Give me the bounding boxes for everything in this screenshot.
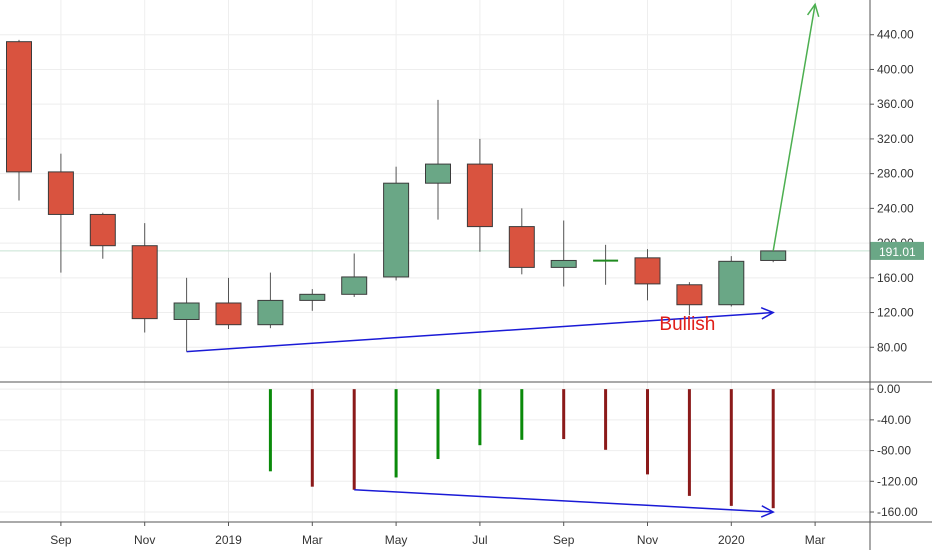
price-pane: Bullish bbox=[6, 2, 820, 353]
y-tick-label: 440.00 bbox=[877, 28, 914, 42]
osc-bar bbox=[646, 389, 649, 475]
candle bbox=[383, 166, 410, 281]
osc-bar bbox=[352, 389, 356, 490]
osc-y-tick-label: 0.00 bbox=[877, 382, 901, 396]
candle-body bbox=[425, 163, 451, 184]
osc-bar bbox=[604, 389, 608, 450]
candle bbox=[425, 99, 451, 220]
trendline bbox=[354, 488, 774, 513]
candle bbox=[6, 39, 32, 201]
candle-body bbox=[341, 276, 368, 295]
osc-bar bbox=[268, 389, 272, 472]
candle-body bbox=[466, 163, 493, 228]
candle-body bbox=[550, 259, 577, 268]
y-tick-label: 160.00 bbox=[877, 271, 914, 285]
candle bbox=[718, 256, 745, 307]
x-tick-label: Mar bbox=[302, 533, 323, 547]
candle bbox=[299, 289, 326, 311]
candle bbox=[47, 153, 74, 273]
last-price-label: 191.01 bbox=[879, 245, 916, 259]
candle bbox=[508, 208, 535, 275]
oscillator-pane bbox=[268, 389, 775, 518]
x-tick-label: Jul bbox=[472, 533, 487, 547]
candle-body bbox=[634, 257, 661, 285]
y-tick-label: 360.00 bbox=[877, 97, 914, 111]
x-axis: Sep Nov 2019 Mar May Jul Sep Nov 2020 Mar bbox=[50, 522, 825, 547]
candle-body bbox=[89, 213, 116, 247]
y-tick-label: 120.00 bbox=[877, 306, 914, 320]
candle bbox=[466, 138, 493, 252]
y-tick-label: 240.00 bbox=[877, 201, 914, 215]
candle-body bbox=[299, 293, 326, 301]
osc-bar bbox=[729, 389, 733, 506]
x-tick-label: Nov bbox=[134, 533, 155, 547]
breakout-arrow bbox=[772, 4, 816, 252]
candle bbox=[634, 249, 661, 301]
arrowhead-icon bbox=[760, 306, 775, 320]
y-tick-label: 320.00 bbox=[877, 132, 914, 146]
trendline bbox=[186, 311, 774, 353]
candle bbox=[760, 250, 787, 263]
x-tick-label: Sep bbox=[50, 533, 72, 547]
arrowhead-icon bbox=[760, 505, 775, 518]
candle-body bbox=[6, 41, 32, 173]
candle bbox=[676, 282, 703, 316]
candle-body bbox=[47, 171, 74, 215]
candle-body bbox=[718, 260, 745, 306]
candle-body bbox=[760, 250, 787, 261]
x-tick-label: 2020 bbox=[718, 533, 745, 547]
annotation-text: Bullish bbox=[659, 314, 715, 335]
candle bbox=[550, 220, 577, 287]
candle-body bbox=[173, 302, 200, 320]
y-tick-label: 80.00 bbox=[877, 340, 907, 354]
x-tick-label: Nov bbox=[637, 533, 658, 547]
osc-y-tick-label: -120.00 bbox=[877, 474, 918, 488]
x-tick-label: Sep bbox=[553, 533, 575, 547]
osc-bar bbox=[771, 389, 775, 509]
x-tick-label: May bbox=[385, 533, 408, 547]
osc-bar bbox=[394, 389, 398, 478]
osc-bar bbox=[562, 389, 566, 440]
candle-body bbox=[215, 302, 242, 326]
candle bbox=[173, 277, 200, 352]
osc-bar bbox=[436, 389, 440, 460]
last-price-badge bbox=[870, 241, 924, 260]
candle bbox=[131, 223, 158, 333]
candle-body bbox=[676, 284, 703, 306]
osc-bar bbox=[478, 389, 482, 446]
candle-body bbox=[257, 299, 284, 326]
y-tick-label: 280.00 bbox=[877, 167, 914, 181]
osc-bar bbox=[520, 389, 524, 440]
candle-body bbox=[383, 182, 410, 278]
x-tick-label: Mar bbox=[805, 533, 826, 547]
candle bbox=[215, 277, 242, 330]
osc-bar bbox=[310, 389, 314, 487]
osc-y-tick-label: -40.00 bbox=[877, 413, 911, 427]
candle bbox=[257, 272, 284, 329]
candle-body bbox=[508, 226, 535, 268]
x-tick-label: 2019 bbox=[215, 533, 242, 547]
osc-y-tick-label: -160.00 bbox=[877, 505, 918, 519]
candle bbox=[341, 253, 368, 297]
arrowhead-icon bbox=[806, 2, 820, 18]
candle bbox=[593, 244, 619, 285]
candle-body bbox=[131, 245, 158, 320]
candle bbox=[89, 212, 116, 259]
osc-bar bbox=[687, 389, 691, 496]
y-tick-label: 400.00 bbox=[877, 62, 914, 76]
osc-y-tick-label: -80.00 bbox=[877, 444, 911, 458]
